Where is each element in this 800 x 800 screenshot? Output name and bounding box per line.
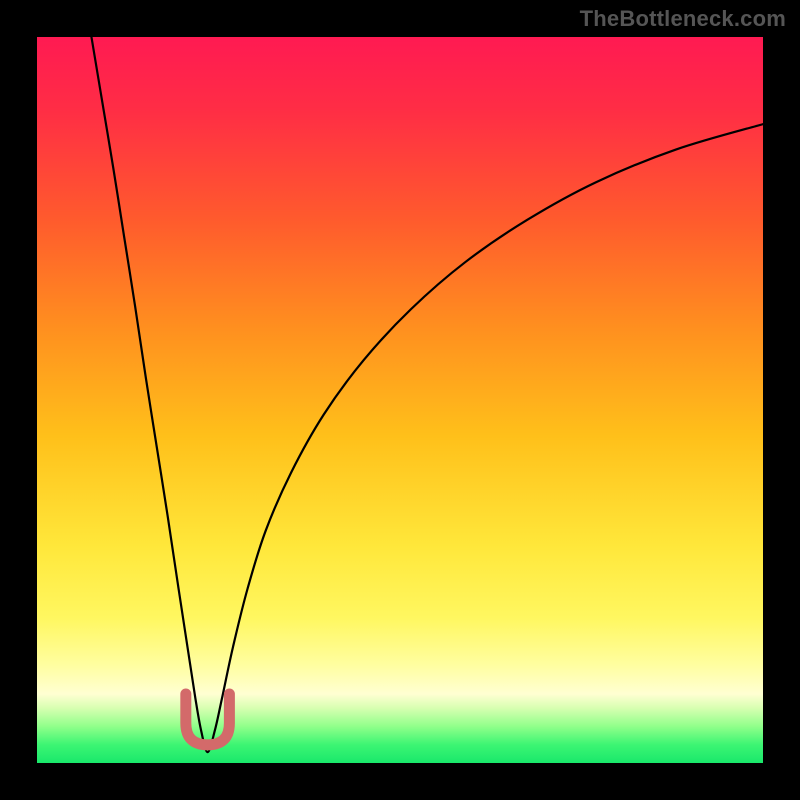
gradient-background bbox=[37, 37, 763, 763]
chart-svg bbox=[37, 37, 763, 763]
plot-area bbox=[37, 37, 763, 763]
watermark-text: TheBottleneck.com bbox=[580, 6, 786, 32]
frame: TheBottleneck.com bbox=[0, 0, 800, 800]
